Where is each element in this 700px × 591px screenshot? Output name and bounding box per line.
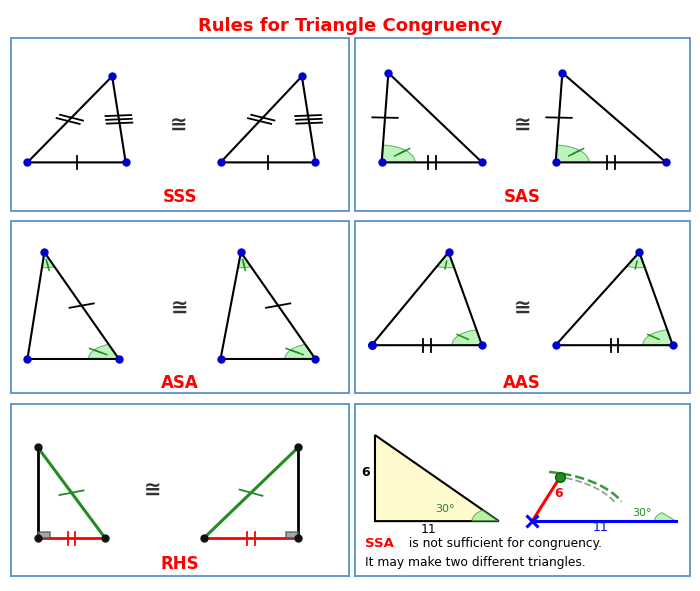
Text: SSS: SSS — [162, 188, 197, 206]
Text: SSA: SSA — [365, 537, 394, 550]
Text: ≅: ≅ — [514, 297, 531, 317]
Polygon shape — [375, 435, 499, 521]
Text: is not sufficient for congruency.: is not sufficient for congruency. — [405, 537, 602, 550]
Wedge shape — [654, 512, 676, 521]
Text: ≅: ≅ — [514, 115, 531, 135]
Text: 11: 11 — [421, 523, 436, 536]
Text: RHS: RHS — [160, 555, 200, 573]
Text: 30°: 30° — [435, 504, 455, 514]
Wedge shape — [285, 345, 316, 359]
Wedge shape — [452, 330, 482, 345]
Wedge shape — [238, 252, 251, 268]
Wedge shape — [626, 252, 645, 268]
Wedge shape — [437, 252, 454, 268]
Text: 11: 11 — [593, 521, 609, 534]
Text: ≅: ≅ — [169, 115, 187, 135]
Wedge shape — [88, 345, 119, 359]
Text: Rules for Triangle Congruency: Rules for Triangle Congruency — [197, 17, 503, 34]
Text: It may make two different triangles.: It may make two different triangles. — [365, 556, 586, 569]
Wedge shape — [643, 330, 673, 345]
Text: 6: 6 — [362, 466, 370, 479]
Wedge shape — [472, 510, 499, 521]
Wedge shape — [382, 145, 415, 163]
Wedge shape — [42, 252, 55, 268]
Text: 30°: 30° — [633, 508, 652, 518]
Bar — [38, 532, 50, 538]
Text: SAS: SAS — [504, 188, 540, 206]
Text: ≅: ≅ — [171, 297, 189, 317]
Text: 6: 6 — [554, 488, 564, 501]
Bar — [286, 532, 298, 538]
Text: AAS: AAS — [503, 374, 541, 392]
Text: ASA: ASA — [161, 374, 199, 392]
Text: ≅: ≅ — [144, 480, 162, 500]
Wedge shape — [556, 145, 589, 163]
